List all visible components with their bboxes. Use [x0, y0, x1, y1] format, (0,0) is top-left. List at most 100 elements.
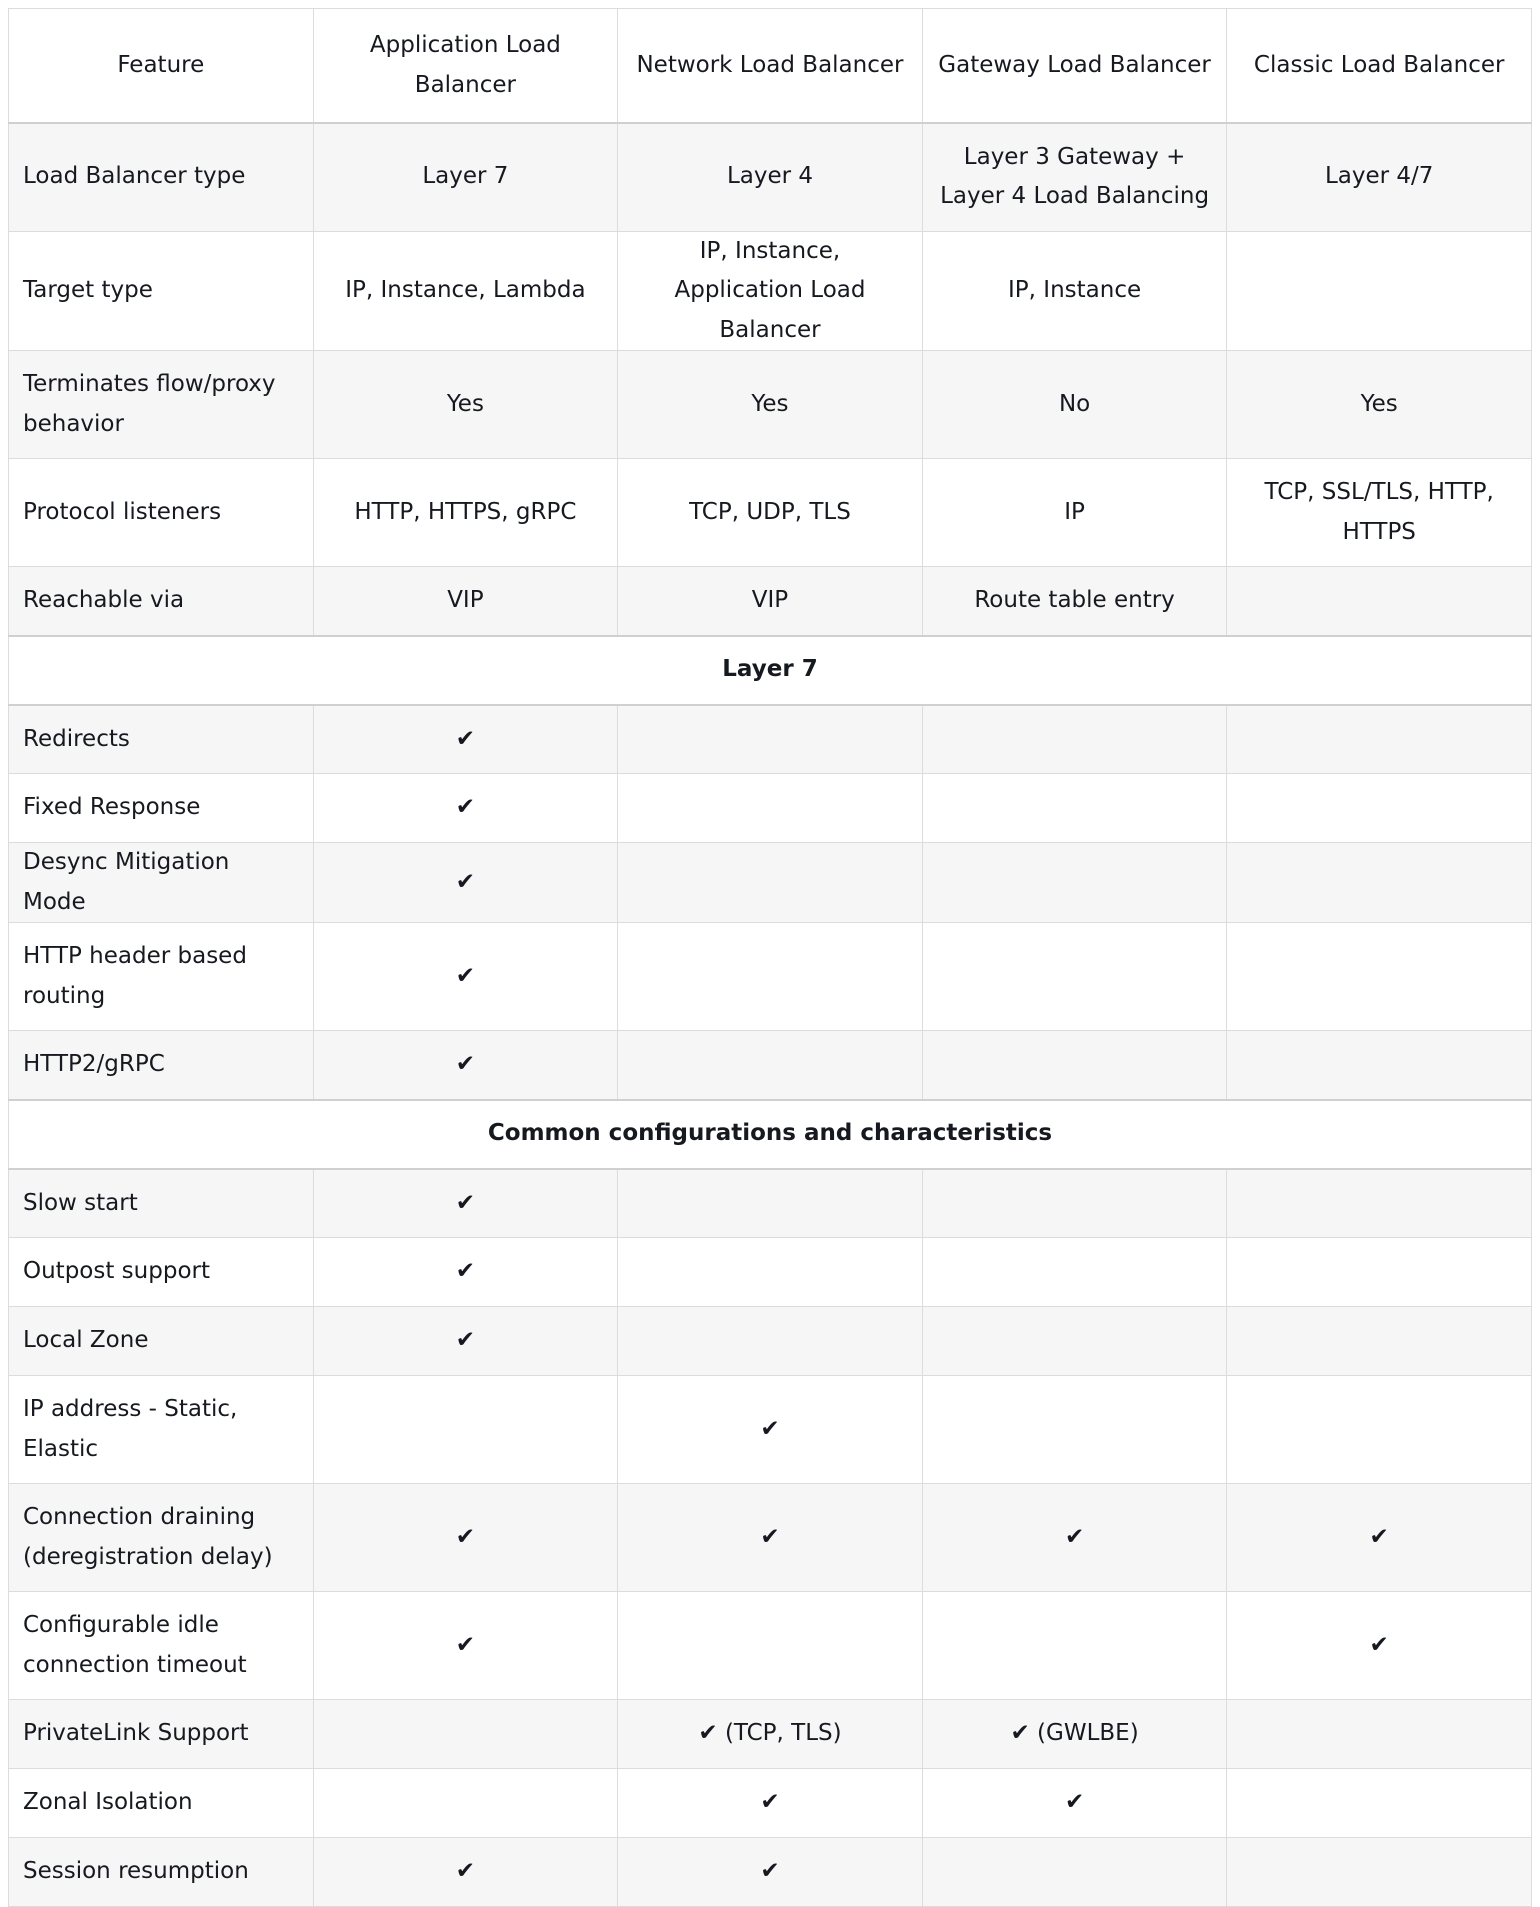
- table-row: Desync Mitigation Mode ✔: [8, 842, 1532, 924]
- cell-classic-lb: [1226, 703, 1532, 775]
- cell-network-lb: IP, Instance, Application Load Balancer: [617, 230, 923, 352]
- table-row: Load Balancer type Layer 7 Layer 4 Layer 3 …: [8, 122, 1532, 232]
- cell-feature: Outpost support: [8, 1237, 314, 1308]
- cell-network-lb: [617, 1167, 923, 1239]
- cell-gateway-lb: [921, 1591, 1228, 1701]
- cell-feature: Connection draining (deregistration dela…: [8, 1483, 314, 1593]
- cell-feature: Reachable via: [8, 566, 314, 637]
- table-row: Terminates flow/proxy behavior Yes Yes No Ye…: [8, 350, 1532, 460]
- header-row: Feature Application Load Balancer Networ…: [8, 8, 1532, 124]
- cell-gateway-lb: [921, 1030, 1228, 1101]
- cell-application-lb: HTTP, HTTPS, gRPC: [312, 458, 619, 568]
- cell-classic-lb: [1226, 1030, 1532, 1101]
- cell-gateway-lb: No: [921, 350, 1228, 460]
- cell-feature: Slow start: [8, 1167, 314, 1239]
- cell-feature: Terminates flow/proxy behavior: [8, 350, 314, 460]
- cell-application-lb: ✔: [312, 1837, 619, 1907]
- cell-classic-lb: [1226, 1306, 1532, 1377]
- cell-feature: Fixed Response: [8, 773, 314, 844]
- cell-gateway-lb: [921, 1837, 1228, 1907]
- table-row: Slow start ✔: [8, 1167, 1532, 1239]
- cell-classic-lb: Layer 4/7: [1226, 122, 1532, 232]
- cell-feature: PrivateLink Support: [8, 1699, 314, 1770]
- cell-feature: Redirects: [8, 703, 314, 775]
- cell-network-lb: ✔: [617, 1483, 923, 1593]
- table-row: PrivateLink Support ✔ (TCP, TLS) ✔ (GWLBE): [8, 1699, 1532, 1770]
- cell-classic-lb: [1226, 230, 1532, 352]
- cell-network-lb: ✔: [617, 1768, 923, 1839]
- cell-gateway-lb: [921, 842, 1228, 924]
- cell-network-lb: [617, 1591, 923, 1701]
- cell-application-lb: ✔: [312, 773, 619, 844]
- cell-feature: Configurable idle connection timeout: [8, 1591, 314, 1701]
- cell-gateway-lb: [921, 1167, 1228, 1239]
- cell-application-lb: ✔: [312, 1237, 619, 1308]
- header-gateway-load-balancer: Gateway Load Balancer: [921, 8, 1228, 124]
- cell-classic-lb: [1226, 1837, 1532, 1907]
- cell-classic-lb: [1226, 1237, 1532, 1308]
- cell-classic-lb: [1226, 922, 1532, 1032]
- cell-network-lb: [617, 922, 923, 1032]
- cell-feature: HTTP header based routing: [8, 922, 314, 1032]
- header-feature: Feature: [8, 8, 314, 124]
- section-row: Common configurations and characteristic…: [8, 1098, 1532, 1170]
- cell-gateway-lb: [921, 773, 1228, 844]
- cell-application-lb: ✔: [312, 1167, 619, 1239]
- cell-classic-lb: [1226, 842, 1532, 924]
- cell-gateway-lb: IP, Instance: [921, 230, 1228, 352]
- cell-gateway-lb: [921, 1306, 1228, 1377]
- table-row: Connection draining (deregistration dela…: [8, 1483, 1532, 1593]
- cell-application-lb: ✔: [312, 922, 619, 1032]
- cell-application-lb: [312, 1768, 619, 1839]
- header-classic-load-balancer: Classic Load Balancer: [1226, 8, 1532, 124]
- cell-application-lb: [312, 1375, 619, 1485]
- table-row: Outpost support ✔: [8, 1237, 1532, 1308]
- table-row: Zonal Isolation ✔ ✔: [8, 1768, 1532, 1839]
- cell-feature: IP address - Static, Elastic: [8, 1375, 314, 1485]
- cell-classic-lb: [1226, 1167, 1532, 1239]
- cell-feature: Target type: [8, 230, 314, 352]
- table-body: Load Balancer type Layer 7 Layer 4 Layer 3 …: [8, 122, 1532, 1907]
- cell-network-lb: Yes: [617, 350, 923, 460]
- cell-network-lb: [617, 703, 923, 775]
- table-row: Local Zone ✔: [8, 1306, 1532, 1377]
- cell-feature: Local Zone: [8, 1306, 314, 1377]
- cell-application-lb: VIP: [312, 566, 619, 637]
- cell-network-lb: ✔ (TCP, TLS): [617, 1699, 923, 1770]
- table-row: HTTP header based routing ✔: [8, 922, 1532, 1032]
- cell-gateway-lb: Layer 3 Gateway + Layer 4 Load Balancing: [921, 122, 1228, 232]
- header-network-load-balancer: Network Load Balancer: [617, 8, 923, 124]
- cell-network-lb: [617, 842, 923, 924]
- table-row: HTTP2/gRPC ✔: [8, 1030, 1532, 1101]
- cell-network-lb: Layer 4: [617, 122, 923, 232]
- table-header: Feature Application Load Balancer Networ…: [8, 8, 1532, 124]
- table-row: Fixed Response ✔: [8, 773, 1532, 844]
- cell-application-lb: ✔: [312, 703, 619, 775]
- table-row: Configurable idle connection timeout ✔ ✔: [8, 1591, 1532, 1701]
- cell-network-lb: ✔: [617, 1837, 923, 1907]
- cell-gateway-lb: ✔: [921, 1768, 1228, 1839]
- cell-application-lb: ✔: [312, 1030, 619, 1101]
- cell-network-lb: VIP: [617, 566, 923, 637]
- table-row: Reachable via VIP VIP Route table entry: [8, 566, 1532, 637]
- cell-application-lb: ✔: [312, 1591, 619, 1701]
- cell-feature: Protocol listeners: [8, 458, 314, 568]
- cell-network-lb: [617, 773, 923, 844]
- cell-classic-lb: [1226, 1768, 1532, 1839]
- table-row: Session resumption ✔ ✔: [8, 1837, 1532, 1907]
- cell-gateway-lb: Route table entry: [921, 566, 1228, 637]
- cell-classic-lb: ✔: [1226, 1591, 1532, 1701]
- cell-classic-lb: [1226, 1375, 1532, 1485]
- cell-feature: HTTP2/gRPC: [8, 1030, 314, 1101]
- cell-gateway-lb: [921, 1237, 1228, 1308]
- table-row: IP address - Static, Elastic ✔: [8, 1375, 1532, 1485]
- cell-application-lb: Layer 7: [312, 122, 619, 232]
- cell-gateway-lb: ✔: [921, 1483, 1228, 1593]
- table-row: Protocol listeners HTTP, HTTPS, gRPC TCP, …: [8, 458, 1532, 568]
- cell-network-lb: [617, 1306, 923, 1377]
- cell-application-lb: ✔: [312, 1306, 619, 1377]
- section-heading: Common configurations and characteristic…: [8, 1098, 1532, 1170]
- cell-feature: Zonal Isolation: [8, 1768, 314, 1839]
- load-balancer-comparison-table: Feature Application Load Balancer Networ…: [8, 8, 1532, 1907]
- header-application-load-balancer: Application Load Balancer: [312, 8, 619, 124]
